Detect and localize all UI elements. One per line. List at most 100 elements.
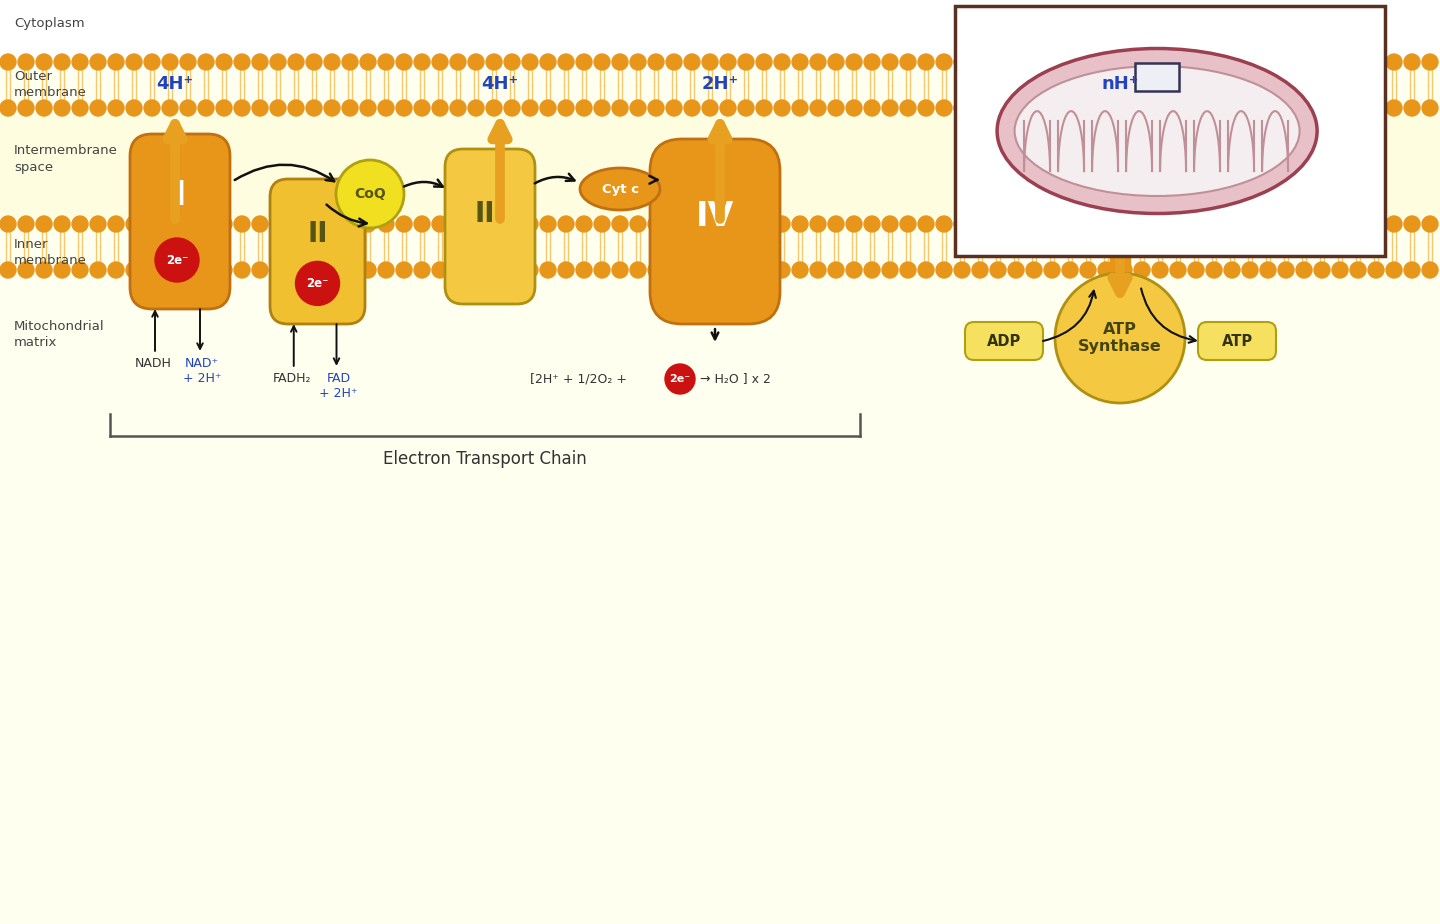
Circle shape [89, 216, 107, 232]
Circle shape [991, 262, 1007, 278]
Circle shape [432, 262, 448, 278]
Circle shape [415, 216, 431, 232]
Circle shape [1224, 54, 1240, 70]
FancyBboxPatch shape [955, 6, 1385, 256]
Circle shape [36, 100, 52, 116]
Circle shape [809, 216, 827, 232]
Circle shape [1368, 54, 1384, 70]
Circle shape [1135, 262, 1151, 278]
Circle shape [919, 100, 935, 116]
Circle shape [271, 262, 287, 278]
Ellipse shape [1015, 66, 1299, 196]
Circle shape [1063, 100, 1079, 116]
Circle shape [36, 54, 52, 70]
Circle shape [720, 216, 736, 232]
Circle shape [1188, 100, 1204, 116]
Circle shape [972, 216, 988, 232]
Circle shape [108, 262, 124, 278]
Circle shape [1279, 54, 1295, 70]
Text: NADH: NADH [134, 357, 171, 370]
Bar [0, 0, 1440, 70]
Circle shape [1056, 273, 1185, 403]
Circle shape [703, 262, 719, 278]
Circle shape [1296, 262, 1312, 278]
Circle shape [576, 100, 592, 116]
Circle shape [0, 262, 16, 278]
Circle shape [1099, 100, 1115, 116]
Circle shape [1044, 100, 1060, 116]
Circle shape [216, 262, 232, 278]
Circle shape [919, 262, 935, 278]
Circle shape [648, 216, 664, 232]
Circle shape [881, 100, 899, 116]
Circle shape [1135, 216, 1151, 232]
Circle shape [540, 54, 556, 70]
Circle shape [180, 262, 196, 278]
Circle shape [144, 54, 160, 70]
Circle shape [1044, 262, 1060, 278]
Circle shape [0, 100, 16, 116]
Circle shape [449, 100, 467, 116]
Circle shape [324, 216, 340, 232]
Circle shape [720, 54, 736, 70]
Circle shape [1044, 216, 1060, 232]
Circle shape [108, 216, 124, 232]
Circle shape [415, 54, 431, 70]
Circle shape [953, 54, 971, 70]
Text: III: III [475, 201, 505, 228]
Circle shape [1116, 54, 1132, 70]
Circle shape [936, 262, 952, 278]
Text: I: I [174, 178, 186, 212]
Circle shape [36, 262, 52, 278]
Circle shape [252, 54, 268, 70]
Circle shape [72, 216, 88, 232]
Circle shape [1241, 262, 1259, 278]
Circle shape [595, 216, 611, 232]
Circle shape [415, 262, 431, 278]
Circle shape [1025, 262, 1043, 278]
FancyBboxPatch shape [1063, 114, 1178, 209]
Circle shape [377, 100, 395, 116]
Text: Electron Transport Chain: Electron Transport Chain [383, 450, 588, 468]
Circle shape [233, 100, 251, 116]
Circle shape [216, 100, 232, 116]
Circle shape [288, 216, 304, 232]
Circle shape [199, 100, 215, 116]
Circle shape [775, 262, 791, 278]
Circle shape [1332, 216, 1348, 232]
Circle shape [684, 54, 700, 70]
Circle shape [1008, 216, 1024, 232]
Text: Mitochondrial
matrix: Mitochondrial matrix [14, 320, 105, 348]
Text: Cyt c: Cyt c [602, 183, 638, 196]
Text: ADP: ADP [986, 334, 1021, 348]
Circle shape [1423, 216, 1439, 232]
Circle shape [559, 262, 575, 278]
Circle shape [127, 100, 143, 116]
FancyBboxPatch shape [965, 322, 1043, 360]
Circle shape [449, 262, 467, 278]
Circle shape [1169, 54, 1187, 70]
Circle shape [828, 100, 844, 116]
Circle shape [1315, 216, 1331, 232]
Circle shape [864, 100, 880, 116]
Circle shape [1241, 216, 1259, 232]
Text: Cytoplasm: Cytoplasm [14, 18, 85, 30]
Circle shape [305, 100, 323, 116]
Circle shape [216, 54, 232, 70]
Circle shape [665, 216, 683, 232]
Circle shape [1188, 216, 1204, 232]
Circle shape [792, 100, 808, 116]
Circle shape [521, 100, 539, 116]
Circle shape [1296, 216, 1312, 232]
Circle shape [252, 216, 268, 232]
Circle shape [1296, 100, 1312, 116]
FancyBboxPatch shape [271, 179, 364, 324]
Circle shape [271, 54, 287, 70]
Circle shape [648, 100, 664, 116]
Circle shape [1169, 100, 1187, 116]
Circle shape [864, 54, 880, 70]
Circle shape [1080, 216, 1096, 232]
Circle shape [559, 216, 575, 232]
Circle shape [576, 262, 592, 278]
Circle shape [864, 262, 880, 278]
